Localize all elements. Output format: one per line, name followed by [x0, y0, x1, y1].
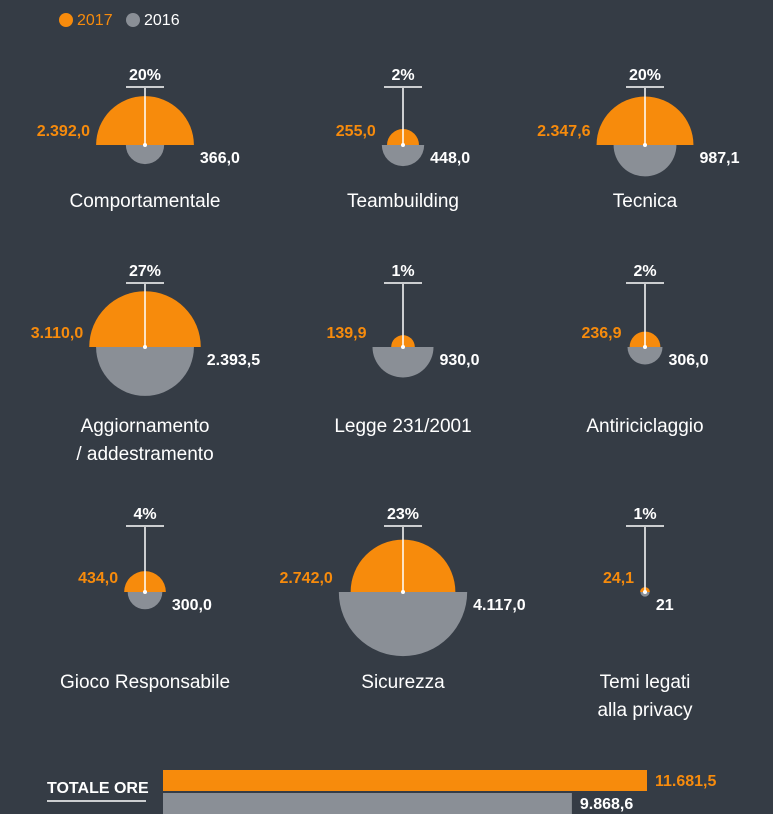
category-label: Sicurezza — [361, 672, 445, 693]
pointer-dot — [401, 590, 405, 594]
value-label-2016: 21 — [656, 597, 674, 614]
legend-swatch — [126, 13, 140, 27]
category-label: Temi legati alla privacy — [597, 672, 693, 721]
pointer-dot — [143, 143, 147, 147]
category-label: Comportamentale — [69, 191, 221, 212]
value-label-2017: 434,0 — [78, 570, 118, 587]
value-label-2017: 2.742,0 — [279, 570, 332, 587]
semicircle-2016 — [127, 592, 163, 610]
share-label: 23% — [387, 506, 419, 523]
pointer-dot — [401, 345, 405, 349]
value-label-2016: 2.393,5 — [207, 352, 260, 369]
total-value-label: 9.868,6 — [580, 796, 633, 813]
total-bar — [163, 793, 572, 814]
share-label: 27% — [129, 263, 161, 280]
category-label: Tecnica — [612, 191, 678, 212]
legend-label: 2017 — [77, 12, 113, 29]
semicircle-2016 — [640, 592, 650, 597]
category-label: Teambuilding — [347, 191, 459, 212]
total-bar — [163, 770, 647, 791]
share-label: 20% — [629, 67, 661, 84]
share-label: 1% — [391, 263, 414, 280]
value-label-2016: 366,0 — [200, 150, 240, 167]
share-label: 2% — [391, 67, 414, 84]
share-label: 4% — [133, 506, 156, 523]
total-value-label: 11.681,5 — [655, 773, 717, 790]
value-label-2016: 930,0 — [439, 352, 479, 369]
semicircle-2016 — [627, 347, 663, 365]
value-label-2016: 300,0 — [172, 597, 212, 614]
value-label-2016: 448,0 — [430, 150, 470, 167]
pointer-dot — [643, 345, 647, 349]
category-label: Antiriciclaggio — [586, 416, 704, 437]
legend-label: 2016 — [144, 12, 180, 29]
semicircle-2016 — [613, 145, 677, 177]
value-label-2017: 139,9 — [326, 325, 366, 342]
category-label: Gioco Responsabile — [59, 672, 231, 693]
value-label-2017: 236,9 — [581, 325, 621, 342]
semicircle-2016 — [372, 347, 434, 378]
share-label: 1% — [633, 506, 656, 523]
semicircle-2016 — [125, 145, 165, 165]
value-label-2016: 306,0 — [668, 352, 708, 369]
semicircle-2016 — [96, 347, 194, 396]
pointer-dot — [143, 345, 147, 349]
value-label-2016: 987,1 — [699, 150, 739, 167]
category-label: Aggiornamento / addestramento — [76, 416, 214, 465]
value-label-2017: 2.392,0 — [37, 123, 90, 140]
pointer-dot — [643, 143, 647, 147]
legend-swatch — [59, 13, 73, 27]
share-label: 20% — [129, 67, 161, 84]
semicircle-2016 — [381, 145, 425, 167]
value-label-2017: 255,0 — [336, 123, 376, 140]
pointer-dot — [401, 143, 405, 147]
pointer-dot — [143, 590, 147, 594]
value-label-2017: 3.110,0 — [31, 325, 84, 342]
value-label-2016: 4.117,0 — [473, 597, 526, 614]
pointer-dot — [643, 590, 647, 594]
value-label-2017: 24,1 — [603, 570, 634, 587]
value-label-2017: 2.347,6 — [537, 123, 590, 140]
share-label: 2% — [633, 263, 656, 280]
totals-label: TOTALE ORE — [47, 780, 149, 797]
semicircle-2016 — [338, 592, 468, 657]
category-label: Legge 231/2001 — [334, 416, 472, 437]
